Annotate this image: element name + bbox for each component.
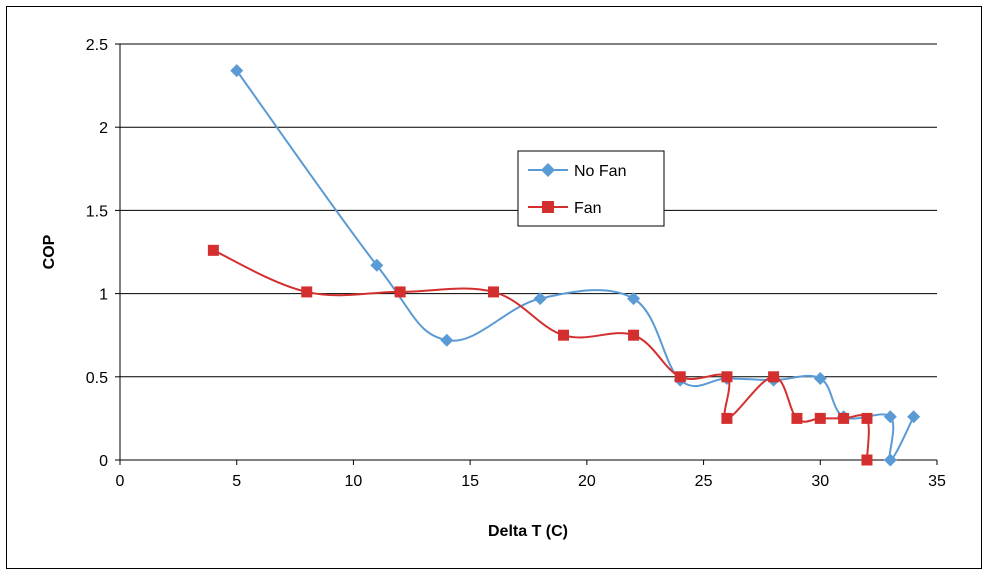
x-tick-label: 25 <box>695 473 713 490</box>
data-point-square <box>394 286 406 298</box>
data-point-square <box>558 329 570 341</box>
x-tick-label: 20 <box>578 473 596 490</box>
series-fan <box>207 244 873 466</box>
data-point-square <box>721 371 733 383</box>
series <box>207 64 921 467</box>
data-point-square <box>861 412 873 424</box>
x-tick-label: 15 <box>461 473 479 490</box>
data-point-square <box>838 412 850 424</box>
x-tick-label: 5 <box>232 473 241 490</box>
data-point-square <box>768 371 780 383</box>
axes <box>119 44 937 461</box>
y-tick-label: 1 <box>99 287 108 304</box>
data-point-square <box>814 412 826 424</box>
x-axis-title: Delta T (C) <box>488 523 568 540</box>
data-point-diamond <box>883 410 897 424</box>
legend: No Fan Fan <box>517 150 665 227</box>
data-point-diamond <box>370 258 384 272</box>
x-tick-label: 0 <box>116 473 125 490</box>
data-point-diamond <box>230 64 244 78</box>
data-point-square <box>721 412 733 424</box>
x-tick-label: 10 <box>345 473 363 490</box>
data-point-diamond <box>883 453 897 467</box>
data-point-square <box>207 244 219 256</box>
data-point-square <box>301 286 313 298</box>
data-point-square <box>487 286 499 298</box>
data-point-square <box>791 412 803 424</box>
legend-marker-fan <box>542 201 554 213</box>
y-tick-label: 0 <box>99 453 108 470</box>
legend-label-fan: Fan <box>574 200 602 217</box>
series-line <box>235 70 915 462</box>
data-point-square <box>628 329 640 341</box>
tick-labels: 0 0.5 1 1.5 2 2.5 0 5 10 15 20 25 30 35 <box>86 37 946 490</box>
legend-marker-no-fan <box>541 163 555 177</box>
data-point-diamond <box>440 333 454 347</box>
legend-label-no-fan: No Fan <box>574 163 626 180</box>
legend-box <box>517 150 665 227</box>
y-axis-title: COP <box>41 234 58 269</box>
y-tick-label: 2.5 <box>86 37 108 54</box>
y-tick-label: 0.5 <box>86 370 108 387</box>
series-line <box>212 249 870 461</box>
data-point-square <box>674 371 686 383</box>
y-tick-label: 1.5 <box>86 203 108 220</box>
x-tick-label: 30 <box>811 473 829 490</box>
data-point-diamond <box>627 292 641 306</box>
data-point-diamond <box>533 292 547 306</box>
y-tick-label: 2 <box>99 120 108 137</box>
series-no-fan <box>230 64 921 467</box>
data-point-square <box>861 454 873 466</box>
data-point-diamond <box>907 410 921 424</box>
x-tick-label: 35 <box>928 473 946 490</box>
data-point-diamond <box>813 371 827 385</box>
